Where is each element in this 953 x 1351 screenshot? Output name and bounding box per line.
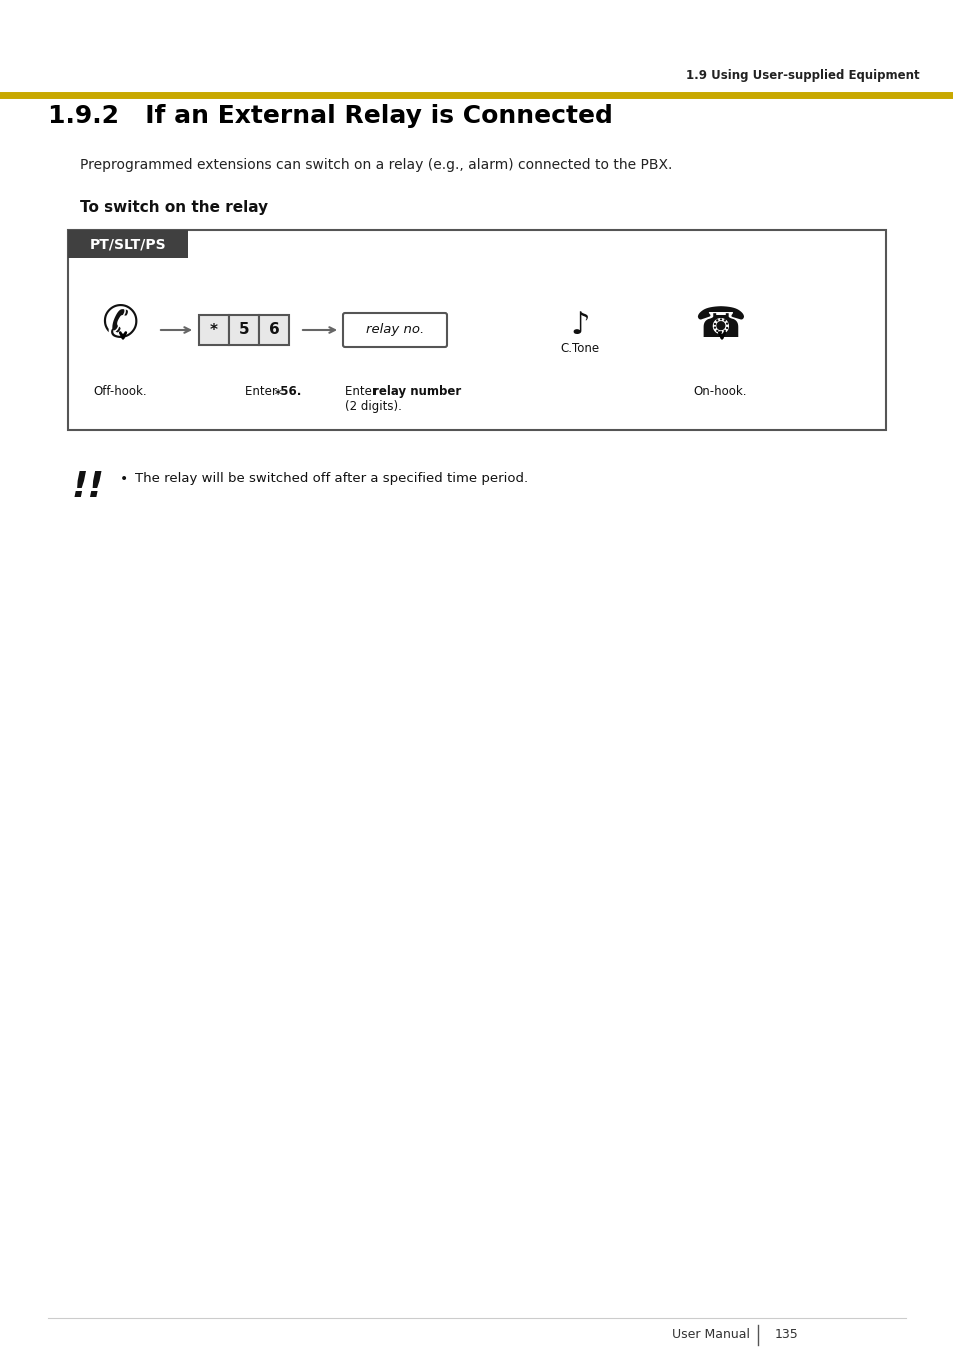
Text: relay no.: relay no. [366, 323, 424, 336]
Text: PT/SLT/PS: PT/SLT/PS [90, 236, 166, 251]
FancyBboxPatch shape [258, 315, 289, 345]
Text: On-hook.: On-hook. [693, 385, 746, 399]
Text: Enter: Enter [345, 385, 380, 399]
Text: (2 digits).: (2 digits). [345, 400, 401, 413]
Text: 135: 135 [774, 1328, 798, 1342]
FancyBboxPatch shape [68, 230, 188, 258]
Text: 6: 6 [269, 323, 279, 338]
Text: Preprogrammed extensions can switch on a relay (e.g., alarm) connected to the PB: Preprogrammed extensions can switch on a… [80, 158, 672, 172]
Text: ✆: ✆ [101, 304, 138, 346]
Text: *: * [210, 323, 218, 338]
Text: To switch on the relay: To switch on the relay [80, 200, 268, 215]
Text: ♪: ♪ [570, 311, 589, 339]
Text: Enter: Enter [245, 385, 280, 399]
FancyBboxPatch shape [343, 313, 447, 347]
Text: 1.9 Using User-supplied Equipment: 1.9 Using User-supplied Equipment [685, 69, 919, 82]
Text: relay number: relay number [373, 385, 460, 399]
FancyBboxPatch shape [68, 230, 885, 430]
Text: The relay will be switched off after a specified time period.: The relay will be switched off after a s… [135, 471, 528, 485]
Text: !!: !! [71, 470, 105, 504]
Text: Off-hook.: Off-hook. [93, 385, 147, 399]
FancyBboxPatch shape [199, 315, 229, 345]
FancyBboxPatch shape [229, 315, 258, 345]
Text: C.Tone: C.Tone [559, 342, 598, 354]
Text: 5: 5 [238, 323, 249, 338]
Text: ⁎56.: ⁎56. [274, 385, 302, 399]
Text: •: • [120, 471, 128, 486]
Text: User Manual: User Manual [671, 1328, 749, 1342]
Text: ☎: ☎ [694, 304, 745, 346]
Text: 1.9.2   If an External Relay is Connected: 1.9.2 If an External Relay is Connected [48, 104, 612, 128]
